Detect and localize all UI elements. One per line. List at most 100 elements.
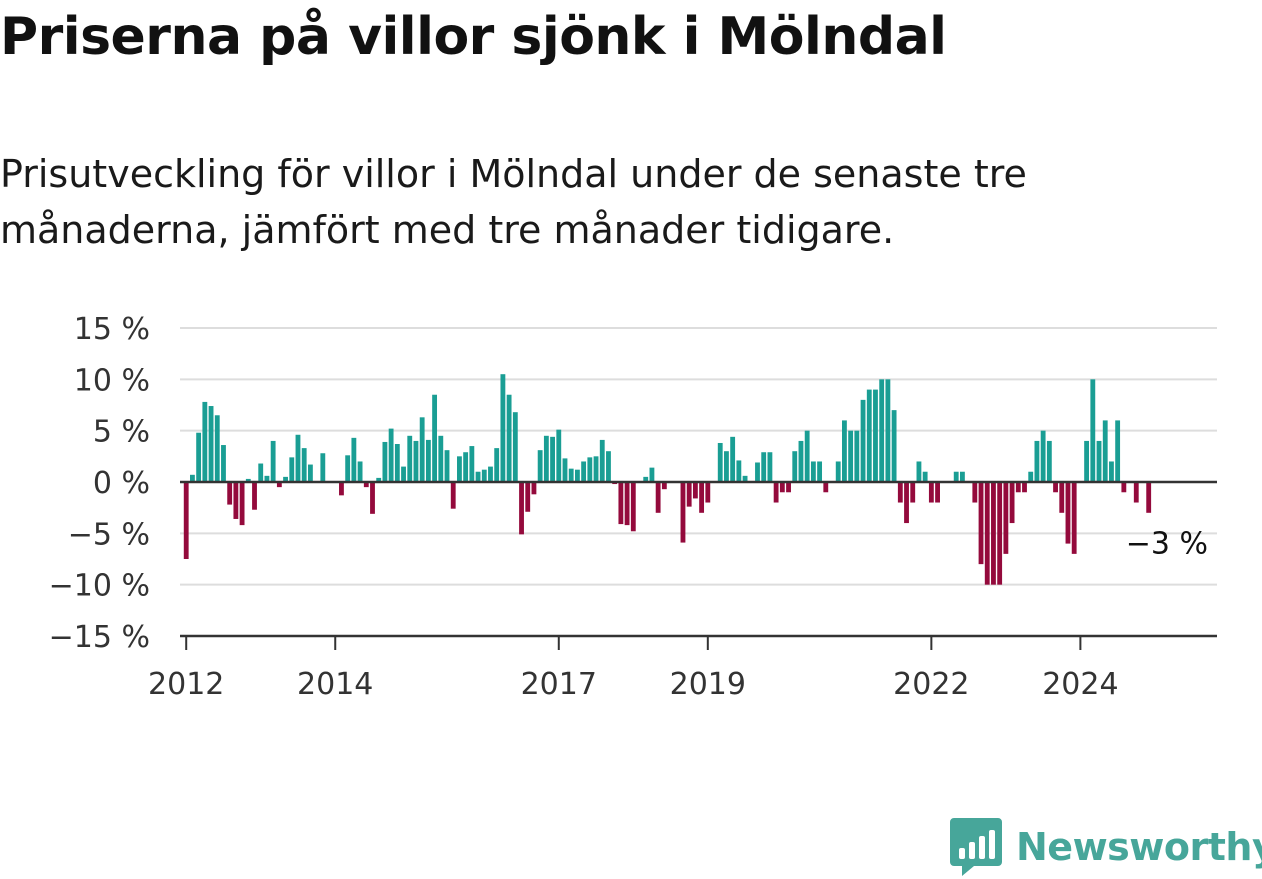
bar [208,406,214,482]
bar [444,450,450,482]
bar [755,462,760,482]
bar [891,410,897,482]
bar [301,448,307,482]
bar [655,482,661,513]
bar [972,482,978,503]
bar [854,430,860,482]
bar [1102,420,1108,482]
bar [289,457,295,482]
bar [1133,482,1139,503]
bar [425,439,431,482]
bar [370,482,375,514]
bar [469,446,475,482]
bar [848,430,854,482]
bar [506,394,512,482]
y-tick-label: −5 % [68,517,150,552]
bar [401,466,406,482]
bar [767,452,773,482]
bar [568,468,574,482]
bar [394,444,400,482]
bar [233,482,239,519]
bar [860,399,866,482]
x-tick-label: 2012 [148,667,224,700]
bar-chart: 15 % 10 % 5 % 0 % −5 % −10 % −15 % 2012 2014 2017… [49,312,1217,700]
bar [879,379,885,482]
bar [736,460,742,482]
y-tick-label: 5 % [93,415,150,450]
bar [320,453,326,482]
x-tick-label: 2014 [297,667,373,700]
bar [245,478,251,482]
bar [692,482,698,499]
bar [1146,482,1152,513]
bar [1028,471,1034,482]
bar [916,461,922,482]
y-tick-label: 0 % [93,466,150,501]
bar [202,401,208,482]
bar [959,471,965,482]
bar [730,436,736,482]
y-tick-label: 15 % [74,312,150,347]
bar [618,482,624,525]
bar [264,475,270,482]
bar [761,452,767,482]
bar [512,412,518,482]
bar [556,429,562,482]
bar [835,461,841,482]
bar [1003,482,1009,554]
bar [643,476,649,482]
bar [1015,482,1021,493]
bar [562,458,568,482]
bar [214,415,220,482]
bar [537,450,543,482]
bar [525,482,531,512]
bar [345,455,351,482]
bar [432,394,438,482]
bar [823,482,829,493]
bar [984,482,990,585]
bar [1096,440,1102,482]
y-tick-label: 10 % [74,363,150,398]
bar [1040,430,1046,482]
bar [717,442,723,482]
bar [1109,461,1114,482]
bar [574,469,580,482]
bar [463,452,469,482]
bar [606,451,611,482]
bar [817,461,823,482]
bar [494,448,500,482]
bar [897,482,903,503]
bar [724,451,729,482]
bar [1059,482,1065,513]
bar [438,435,444,482]
x-tick-label: 2019 [670,667,746,700]
bar [1065,482,1071,544]
bar [531,482,537,495]
bar [953,471,959,482]
x-tick-label: 2022 [893,667,969,700]
bar [779,482,785,493]
bar [705,482,711,503]
bar [481,469,487,482]
bar [904,482,909,524]
bar [810,461,816,482]
bar [680,482,686,543]
bar [519,482,524,535]
bar [866,389,872,482]
bar [804,430,810,482]
bar [1121,482,1127,493]
bar [221,445,226,482]
x-tick-label: 2017 [521,667,597,700]
bar [686,482,692,507]
bar [581,461,587,482]
newsworthy-logo-icon [950,818,1002,876]
bar [649,467,655,482]
bar [922,471,928,482]
bar [270,440,276,482]
x-tick-label: 2024 [1042,667,1118,700]
bar [742,475,748,482]
bar [624,482,630,526]
bar [339,482,344,496]
bar [1115,420,1121,482]
bar [630,482,636,532]
